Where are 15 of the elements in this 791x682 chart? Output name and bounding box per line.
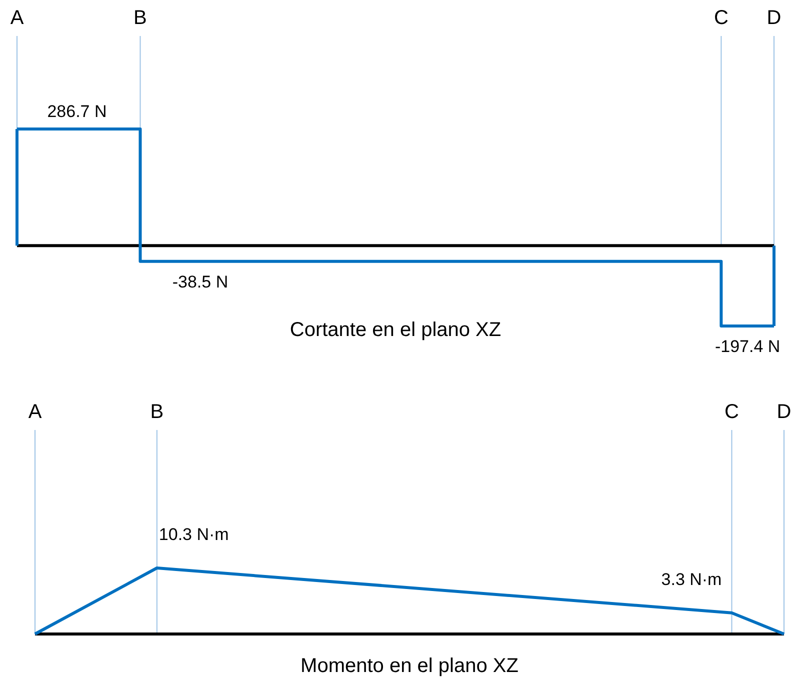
data-label: -197.4 N [714, 337, 780, 356]
data-label: -38.5 N [172, 272, 228, 292]
x-tick-label: D [776, 401, 791, 423]
x-tick-label: D [766, 7, 782, 29]
x-tick-label: A [10, 7, 24, 29]
x-tick-label: B [150, 401, 164, 423]
text: Cortante en el plano XZ [290, 319, 502, 341]
x-tick-label: B [134, 7, 147, 29]
data-label: 286.7 N [47, 102, 107, 121]
x-tick-label: C [724, 401, 739, 423]
x-tick-label: C [714, 7, 728, 29]
data-label: 3.3 N·m [661, 570, 722, 589]
x-tick-label: A [28, 401, 42, 423]
text: Momento en el plano XZ [300, 655, 518, 677]
data-label: 10.3 N·m [158, 525, 229, 544]
